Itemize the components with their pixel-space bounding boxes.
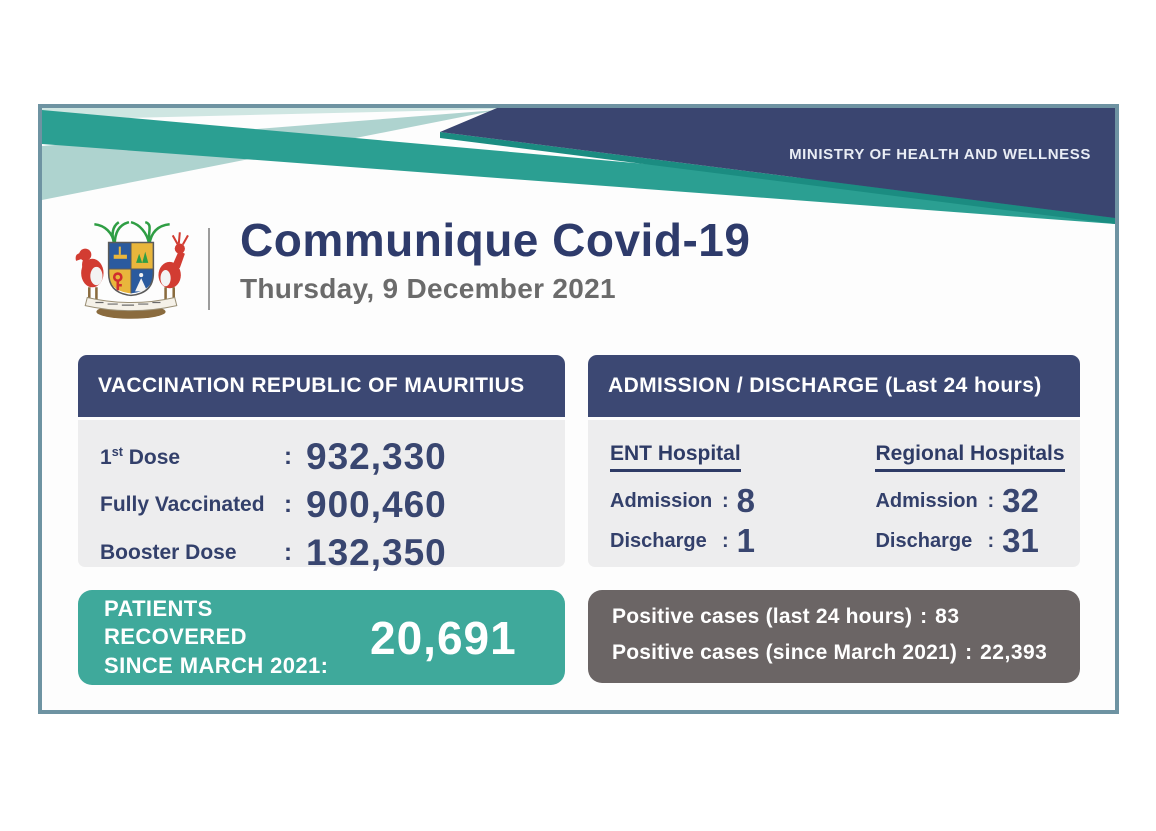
vaccination-row-fully-vaccinated: Fully Vaccinated : 900,460 — [100, 481, 565, 529]
ent-admission-row: Admission : 8 — [610, 481, 853, 521]
dodo-supporter — [75, 248, 104, 300]
positive-cases-24h-value: 83 — [935, 605, 960, 628]
booster-dose-label: Booster Dose — [100, 541, 237, 564]
brand-row: Communique Covid-19 Thursday, 9 December… — [72, 216, 750, 322]
ent-hospital-column: ENT Hospital Admission : 8 Discharge : 1 — [610, 442, 853, 567]
first-dose-value: 932,330 — [306, 436, 447, 477]
ent-hospital-header: ENT Hospital — [610, 442, 741, 472]
ent-discharge-value: 1 — [736, 522, 756, 559]
positive-cases-total-row: Positive cases (since March 2021) : 22,3… — [612, 641, 1056, 677]
ministry-label: MINISTRY OF HEALTH AND WELLNESS — [789, 146, 1091, 163]
admission-panel-body: ENT Hospital Admission : 8 Discharge : 1… — [588, 420, 1080, 567]
regional-discharge-row: Discharge : 31 — [875, 521, 1080, 561]
vaccination-row-booster-dose: Booster Dose : 132,350 — [100, 529, 565, 577]
discharge-label: Discharge — [610, 529, 707, 552]
colon: : — [920, 605, 928, 628]
positive-cases-total-label: Positive cases (since March 2021) — [612, 641, 958, 664]
colon: : — [965, 641, 973, 664]
motto-banner — [84, 296, 178, 312]
teal-ribbon-shape — [42, 110, 1115, 224]
admission-label: Admission — [610, 489, 713, 512]
admission-discharge-panel: ADMISSION / DISCHARGE (Last 24 hours) EN… — [588, 355, 1080, 567]
colon: : — [284, 539, 292, 566]
fully-vaccinated-value: 900,460 — [306, 484, 447, 525]
booster-dose-value: 132,350 — [306, 532, 447, 573]
admission-label: Admission — [875, 489, 978, 512]
patients-recovered-value: 20,691 — [370, 611, 517, 664]
patients-recovered-label-line2: SINCE MARCH 2021: — [104, 652, 329, 678]
header-ribbon-art — [42, 108, 1115, 224]
dark-teal-edge-shape — [440, 132, 1115, 224]
ent-discharge-row: Discharge : 1 — [610, 521, 853, 561]
vaccination-panel: VACCINATION REPUBLIC OF MAURITIUS 1st Do… — [78, 355, 565, 573]
first-dose-label: 1st Dose — [100, 444, 181, 469]
colon: : — [987, 489, 995, 512]
heraldic-shield — [107, 241, 155, 297]
page-title: Communique Covid-19 — [240, 214, 751, 266]
discharge-label: Discharge — [875, 529, 973, 552]
mauritius-coat-of-arms — [75, 220, 189, 319]
palm-leaves — [94, 220, 170, 246]
positive-cases-panel: Positive cases (last 24 hours) : 83 Posi… — [588, 590, 1080, 683]
regional-admission-row: Admission : 32 — [875, 481, 1080, 521]
fully-vaccinated-label: Fully Vaccinated — [100, 493, 265, 516]
pale-sliver-shape — [42, 108, 542, 120]
regional-hospitals-header: Regional Hospitals — [875, 442, 1065, 472]
regional-hospitals-column: Regional Hospitals Admission : 32 Discha… — [875, 442, 1080, 567]
deer-supporter — [158, 232, 189, 300]
positive-cases-24h-row: Positive cases (last 24 hours) : 83 — [612, 605, 1056, 641]
regional-admission-value: 32 — [1002, 482, 1039, 519]
positive-cases-24h-label: Positive cases (last 24 hours) — [612, 605, 913, 628]
colon: : — [722, 489, 729, 512]
colon: : — [722, 529, 729, 552]
communique-date: Thursday, 9 December 2021 — [240, 273, 616, 305]
communique-card: MINISTRY OF HEALTH AND WELLNESS — [38, 104, 1119, 714]
patients-recovered-label: PATIENTS RECOVERED SINCE MARCH 2021: — [104, 595, 352, 681]
vaccination-panel-body: 1st Dose : 932,330 Fully Vaccinated : 90… — [78, 420, 565, 573]
brand-divider — [208, 228, 210, 310]
vaccination-panel-title: VACCINATION REPUBLIC OF MAURITIUS — [78, 355, 565, 417]
vaccination-row-first-dose: 1st Dose : 932,330 — [100, 433, 565, 481]
patients-recovered-panel: PATIENTS RECOVERED SINCE MARCH 2021: 20,… — [78, 590, 565, 685]
patients-recovered-label-line1: PATIENTS RECOVERED — [104, 595, 247, 650]
positive-cases-total-value: 22,393 — [980, 641, 1048, 664]
colon: : — [284, 443, 292, 470]
navy-wedge-shape — [440, 108, 1115, 218]
regional-discharge-value: 31 — [1002, 522, 1039, 559]
colon: : — [987, 529, 995, 552]
admission-panel-title: ADMISSION / DISCHARGE (Last 24 hours) — [588, 355, 1080, 417]
ent-admission-value: 8 — [736, 482, 756, 519]
colon: : — [284, 491, 292, 518]
